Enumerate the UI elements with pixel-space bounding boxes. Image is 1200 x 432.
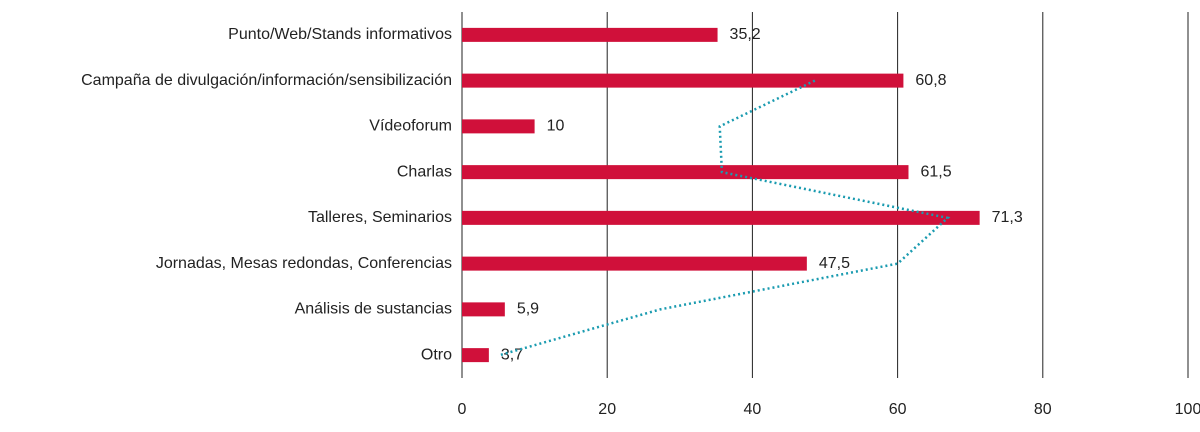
bar: [462, 165, 909, 180]
data-label: 71,3: [992, 209, 1023, 226]
bar: [462, 348, 489, 363]
y-tick-label: Talleres, Seminarios: [308, 209, 452, 226]
x-tick-label: 0: [458, 401, 467, 418]
x-tick-label: 100: [1175, 401, 1200, 418]
y-tick-label: Punto/Web/Stands informativos: [228, 26, 452, 43]
x-tick-label: 40: [744, 401, 762, 418]
bar: [462, 27, 718, 42]
y-tick-label: Campaña de divulgación/información/sensi…: [81, 72, 452, 89]
x-tick-label: 80: [1034, 401, 1052, 418]
line: [499, 79, 951, 357]
bar: [462, 210, 980, 225]
bar: [462, 119, 535, 134]
data-label: 35,2: [730, 26, 761, 43]
y-tick-label: Análisis de sustancias: [295, 301, 452, 318]
y-tick-label: Charlas: [397, 163, 452, 180]
data-label: 3,7: [501, 346, 523, 363]
data-label: 47,5: [819, 255, 850, 272]
bar: [462, 302, 505, 317]
data-label: 60,8: [915, 72, 946, 89]
data-label: 61,5: [920, 163, 951, 180]
x-tick-label: 60: [889, 401, 907, 418]
data-label: 10: [547, 118, 565, 135]
bar: [462, 256, 807, 271]
data-label: 5,9: [517, 301, 539, 318]
bar: [462, 73, 904, 88]
y-tick-label: Jornadas, Mesas redondas, Conferencias: [156, 255, 452, 272]
x-tick-label: 20: [598, 401, 616, 418]
y-tick-label: Vídeoforum: [369, 118, 452, 135]
y-tick-label: Otro: [421, 346, 452, 363]
